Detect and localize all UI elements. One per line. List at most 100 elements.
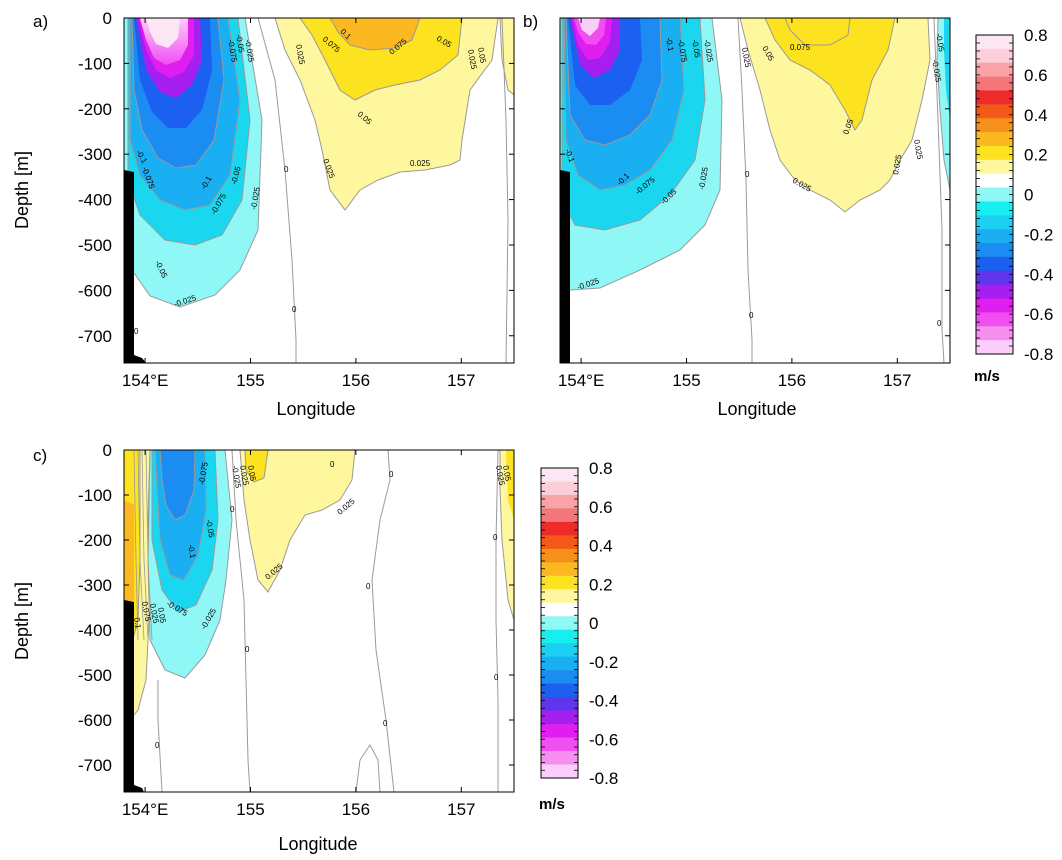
colorbar-tick-label: 0.6 [589,498,613,517]
panel-b-clabel-neg-01c: -0.1 [664,37,675,53]
colorbar-swatch [541,724,578,739]
colorbar-top: 0.8 0.6 0.4 0.2 0 -0.2 -0.4 -0.6 -0.8 m/s [974,26,1053,385]
panel-c-ytick-label: 0 [103,441,112,460]
colorbar-tick-label: 0.4 [1024,106,1048,125]
colorbar-swatch [976,48,1013,64]
colorbar-swatch [541,670,578,685]
panel-a-clabel-pos-0025: 0.025 [294,44,306,66]
panel-c-contour-pos-005 [244,450,269,483]
panel-a-clabel-zero-2: 0 [292,305,297,314]
colorbar-tick-label: 0.8 [1024,26,1048,45]
colorbar-swatch [541,656,578,671]
panel-b-frame [559,17,951,364]
panel-a-clabel-neg-0075c: -0.075 [226,39,239,63]
panel-a-clabel-pos-0025d: 0.025 [466,49,478,71]
colorbar-tick-label: -0.2 [589,653,618,672]
panel-b-contour-pos-005 [764,18,896,131]
panel-a-right-edge-lobe [499,18,514,96]
panel-c-ytick-label: -200 [78,531,112,550]
panel-c-frame [123,449,515,793]
panel-c-right-edge-pos2 [506,450,514,520]
colorbar-swatch [976,284,1013,300]
tick-marks-and-labels: 154°E 155 156 1570-100-200-300-400-500-600-… [78,9,950,819]
panel-c-contour-neg-01 [159,450,196,521]
colorbar-swatch [541,535,578,550]
panel-c-clabel-pos-west-0025: 0.025 [148,603,160,625]
panel-a-ytick-label: -300 [78,145,112,164]
colorbar-swatch [541,764,578,779]
panel-a-clabel-zero-1: 0 [284,165,289,174]
panel-b-clabel-edge-005: -0.05 [934,33,946,53]
panel-c-contour-zero-1 [231,450,251,792]
colorbar-swatch [976,118,1013,133]
colorbar-swatch [976,229,1013,244]
colorbar-swatch [541,602,578,617]
colorbar-tick-label: -0.8 [1024,345,1053,364]
panel-b-right-edge-neg2 [944,18,950,120]
panel-c: -0.075 -0.1 -0.05 -0.075 -0.025 -0.025 0… [123,449,515,793]
panel-c-clabel-pos-west-01: 0.1 [132,617,143,630]
colorbar-swatch [541,643,578,658]
panel-b-clabel-neg-0025c: -0.025 [702,39,715,63]
panel-c-clabel-east-005: 0.05 [501,465,513,482]
panel-a-ytick-label: 0 [103,9,112,28]
panel-c-contour-zero-4 [157,680,163,792]
panel-a-frame [123,17,515,364]
panel-a-clabel-zero-3: 0 [134,327,139,336]
panel-c-contour-labels: -0.075 -0.1 -0.05 -0.075 -0.025 -0.025 0… [132,460,513,750]
colorbar-swatch [541,521,578,536]
panel-c-clabel-neg-0075: -0.075 [197,461,210,485]
panel-a-ytick-label: -100 [78,54,112,73]
colorbar-swatch [976,215,1013,230]
panel-b-clabel-neg-005b: -0.05 [690,39,702,59]
panel-c-clabel-east-0025: 0.025 [494,465,506,487]
panel-c-ytick-label: -500 [78,666,112,685]
panel-b-xtick-label: 155 [672,371,700,390]
panel-c-clabel-zero-2: 0 [330,460,335,469]
colorbar-tick-label: 0.4 [589,537,613,556]
axes-text: a) b) c) Depth [m] Depth [m] Longitude L… [12,12,797,854]
panel-c-clabel-zero-3: 0 [389,470,394,479]
panel-b-clabel-pos-0025: 0.025 [740,47,752,69]
panel-c-clabel-zero-6: 0 [383,719,388,728]
panel-c-ytick-label: -600 [78,711,112,730]
panel-b-contour-pos-0075 [784,18,851,46]
colorbar-swatch [541,710,578,725]
colorbar-swatch [541,616,578,631]
panel-a-contour-zero-2 [501,18,509,363]
colorbar-swatch [541,481,578,496]
colorbar-tick-label: 0 [589,614,598,633]
panel-b-contour-neg-08 [578,18,600,36]
panel-c-ytick-label: -100 [78,486,112,505]
panel-c-seafloor [124,600,144,792]
panel-c-clabel-pos-west-0075: 0.075 [140,601,152,623]
colorbar-swatch [541,737,578,752]
colorbar-swatch [976,145,1013,161]
colorbar-swatch [541,589,578,604]
colorbar-tick-label: 0 [1024,186,1033,205]
panel-c-clabel-zero-4: 0 [366,582,371,591]
panel-a-clabel-neg-0025c: -0.025 [243,39,256,63]
colorbar-unit: m/s [539,796,565,813]
panel-a-xtick-label: 157 [447,371,475,390]
colorbar-tick-label: -0.6 [1024,305,1053,324]
panel-a-ylabel: Depth [m] [12,151,32,229]
panel-b-clabel-pos-0025c: 0.025 [891,154,903,176]
panel-a-field [124,18,514,363]
panel-a-ytick-label: -700 [78,327,112,346]
panel-a-clabel-neg-0025b: -0.025 [249,186,262,210]
panel-a: -0.025 -0.05 -0.075 -0.1 -0.05 -0.025 -0… [123,17,515,364]
panel-a-ytick-label: -200 [78,100,112,119]
panel-c-ytick-label: -700 [78,756,112,775]
panel-b-clabel-neg-0025b: -0.025 [697,166,710,190]
colorbar-swatch [976,173,1013,189]
panel-b-seafloor [560,170,570,363]
panel-a-contour-neg-08 [146,18,180,48]
colorbar-swatch [976,201,1013,216]
colorbar-swatch [976,298,1013,313]
panel-b-contour-zero-1 [737,18,753,363]
colorbar-tick-label: 0.2 [589,575,613,594]
panel-c-label: c) [33,446,47,465]
colorbar-unit: m/s [974,368,1000,385]
